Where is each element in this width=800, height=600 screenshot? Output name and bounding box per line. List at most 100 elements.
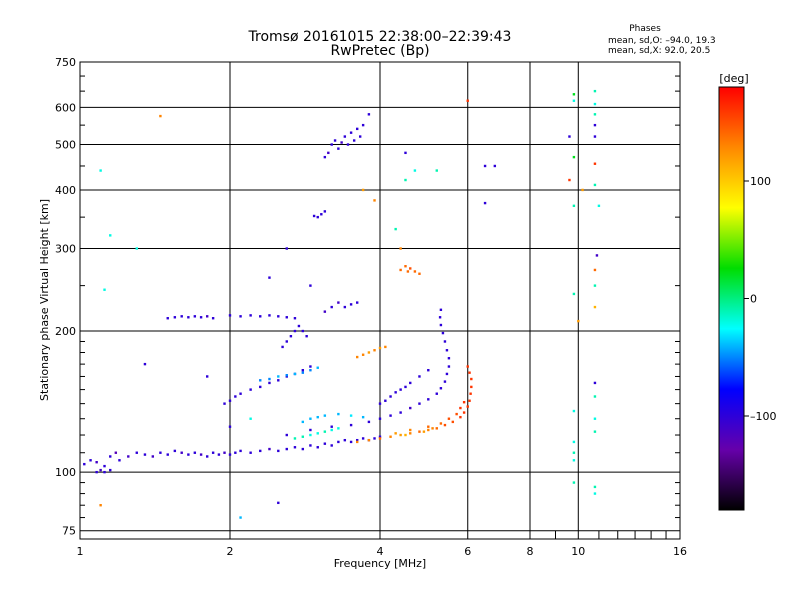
data-point: [409, 406, 412, 410]
data-point: [173, 316, 177, 319]
data-point: [373, 199, 376, 202]
data-point: [447, 365, 451, 368]
data-point: [445, 372, 449, 376]
data-point: [595, 254, 599, 257]
y-tick-label: 200: [55, 325, 76, 338]
data-point: [309, 428, 312, 432]
data-point: [399, 268, 402, 272]
colorbar-tick-label: –100: [750, 410, 777, 423]
data-point: [439, 387, 443, 390]
data-point: [211, 317, 215, 320]
x-tick-label: 6: [464, 545, 471, 558]
data-point: [470, 385, 473, 389]
data-point: [285, 433, 288, 437]
data-point: [447, 417, 451, 420]
data-point: [466, 365, 469, 368]
data-point: [431, 427, 434, 430]
data-point: [593, 162, 597, 165]
data-point: [99, 468, 102, 472]
data-point: [389, 414, 392, 417]
data-point: [337, 147, 340, 150]
data-point: [358, 135, 362, 138]
data-point: [441, 331, 445, 335]
data-point: [389, 395, 392, 398]
data-point: [268, 314, 271, 317]
data-point: [394, 391, 397, 394]
data-point: [95, 461, 98, 464]
data-point: [572, 440, 576, 444]
data-point: [378, 346, 382, 350]
data-point: [109, 234, 112, 237]
data-point: [180, 451, 183, 454]
data-point: [277, 315, 280, 318]
data-point: [316, 415, 319, 419]
data-point: [404, 433, 407, 437]
data-point: [143, 453, 147, 456]
grid-lines: [80, 62, 680, 539]
data-point: [316, 215, 319, 219]
data-point: [259, 385, 262, 389]
data-point: [394, 432, 397, 435]
data-point: [95, 470, 98, 474]
data-point: [593, 268, 597, 272]
y-tick-label: 750: [55, 56, 76, 69]
data-point: [399, 388, 402, 391]
chart-subtitle: RwPretec (Bp): [330, 43, 429, 59]
data-point: [114, 451, 118, 454]
data-point: [277, 501, 280, 505]
data-point: [361, 123, 365, 127]
data-point: [462, 411, 466, 414]
data-point: [466, 99, 469, 102]
x-tick-label: 16: [673, 545, 687, 558]
data-point: [593, 123, 597, 127]
y-axis-label: Stationary phase Virtual Height [km]: [38, 199, 51, 401]
data-point: [572, 459, 576, 462]
x-axis-label: Frequency [MHz]: [334, 557, 426, 570]
data-point: [443, 380, 447, 383]
data-point: [211, 451, 215, 454]
data-point: [409, 432, 412, 435]
data-point: [343, 438, 347, 442]
data-point: [330, 428, 333, 432]
data-point: [309, 433, 312, 437]
data-point: [439, 422, 443, 425]
data-point: [277, 375, 280, 378]
data-point: [593, 430, 597, 433]
data-point: [593, 113, 597, 116]
data-point: [404, 151, 407, 155]
data-point: [234, 451, 237, 454]
data-point: [187, 453, 190, 456]
data-point: [301, 420, 305, 424]
data-point: [361, 437, 365, 440]
data-point: [451, 420, 455, 424]
data-point: [312, 214, 316, 218]
data-point: [297, 324, 301, 328]
data-point: [166, 453, 169, 456]
data-point: [285, 373, 288, 377]
data-point: [404, 178, 407, 182]
data-point: [343, 305, 347, 309]
data-point: [109, 468, 112, 472]
data-point: [223, 451, 226, 454]
y-tick-label: 100: [55, 466, 76, 479]
data-point: [349, 131, 353, 134]
data-point: [352, 139, 356, 142]
data-point: [483, 201, 487, 205]
y-axis-ticks: 75 100 200 300 400 500 600 750: [55, 56, 680, 538]
data-point: [159, 114, 162, 118]
data-point: [301, 329, 305, 333]
data-point: [228, 425, 232, 428]
data-point: [355, 440, 359, 444]
data-point: [572, 204, 576, 208]
data-point: [285, 375, 288, 378]
data-point: [572, 292, 576, 296]
data-point: [330, 425, 333, 428]
data-point: [340, 141, 343, 144]
data-point: [447, 357, 451, 360]
data-point: [466, 405, 469, 408]
data-point: [205, 375, 209, 378]
data-point: [427, 398, 430, 401]
x-axis-ticks: 1 2 4 6 8 10 16: [77, 531, 687, 558]
data-point: [305, 334, 308, 338]
